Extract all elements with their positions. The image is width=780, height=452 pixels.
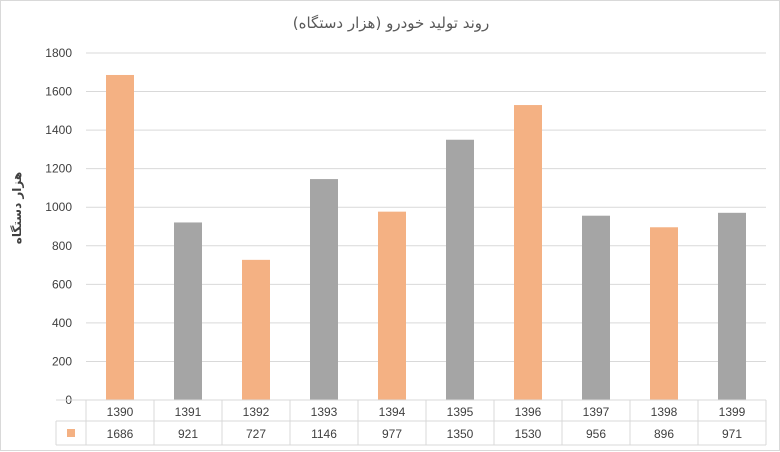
y-tick-label: 1000: [45, 200, 72, 214]
y-tick-label: 1400: [45, 123, 72, 137]
bar: [718, 212, 746, 400]
bar: [242, 259, 270, 400]
y-tick-label: 800: [52, 239, 72, 253]
y-tick-label: 600: [52, 277, 72, 291]
bar: [582, 215, 610, 400]
y-tick-label: 1800: [45, 46, 72, 60]
x-category-label: 1394: [379, 405, 406, 419]
data-value-label: 977: [382, 427, 402, 441]
chart-title: روند تولید خودرو (هزار دستگاه): [293, 14, 489, 32]
data-value-label: 1146: [311, 427, 337, 441]
bar: [650, 227, 678, 400]
data-value-label: 896: [654, 427, 674, 441]
y-tick-label: 400: [52, 316, 72, 330]
x-category-label: 1395: [447, 405, 474, 419]
bar: [514, 105, 542, 401]
data-value-label: 1350: [447, 427, 474, 441]
data-value-label: 1530: [515, 427, 542, 441]
bar: [310, 179, 338, 400]
data-value-label: 921: [178, 427, 198, 441]
x-category-label: 1391: [175, 405, 202, 419]
x-category-label: 1392: [243, 405, 270, 419]
data-value-label: 1686: [107, 427, 134, 441]
x-category-label: 1397: [583, 405, 610, 419]
x-category-label: 1398: [651, 405, 678, 419]
legend-key: [67, 429, 75, 437]
bar: [446, 139, 474, 400]
bar: [174, 222, 202, 400]
data-value-label: 956: [586, 427, 606, 441]
y-tick-label: 1600: [45, 85, 72, 99]
bar: [378, 211, 406, 400]
x-category-label: 1390: [107, 405, 134, 419]
data-value-label: 971: [722, 427, 742, 441]
data-table: 1390 1686 1391 921 1392 727 1393 1146 1394 977 139…: [55, 399, 767, 446]
y-axis-title: هزار دستگاه: [10, 172, 24, 244]
bars: [106, 74, 746, 401]
x-category-label: 1399: [719, 405, 746, 419]
data-value-label: 727: [246, 427, 266, 441]
y-tick-label: 1200: [45, 162, 72, 176]
bar: [106, 74, 134, 400]
x-category-label: 1393: [311, 405, 338, 419]
x-category-label: 1396: [515, 405, 542, 419]
y-tick-label: 200: [52, 354, 72, 368]
